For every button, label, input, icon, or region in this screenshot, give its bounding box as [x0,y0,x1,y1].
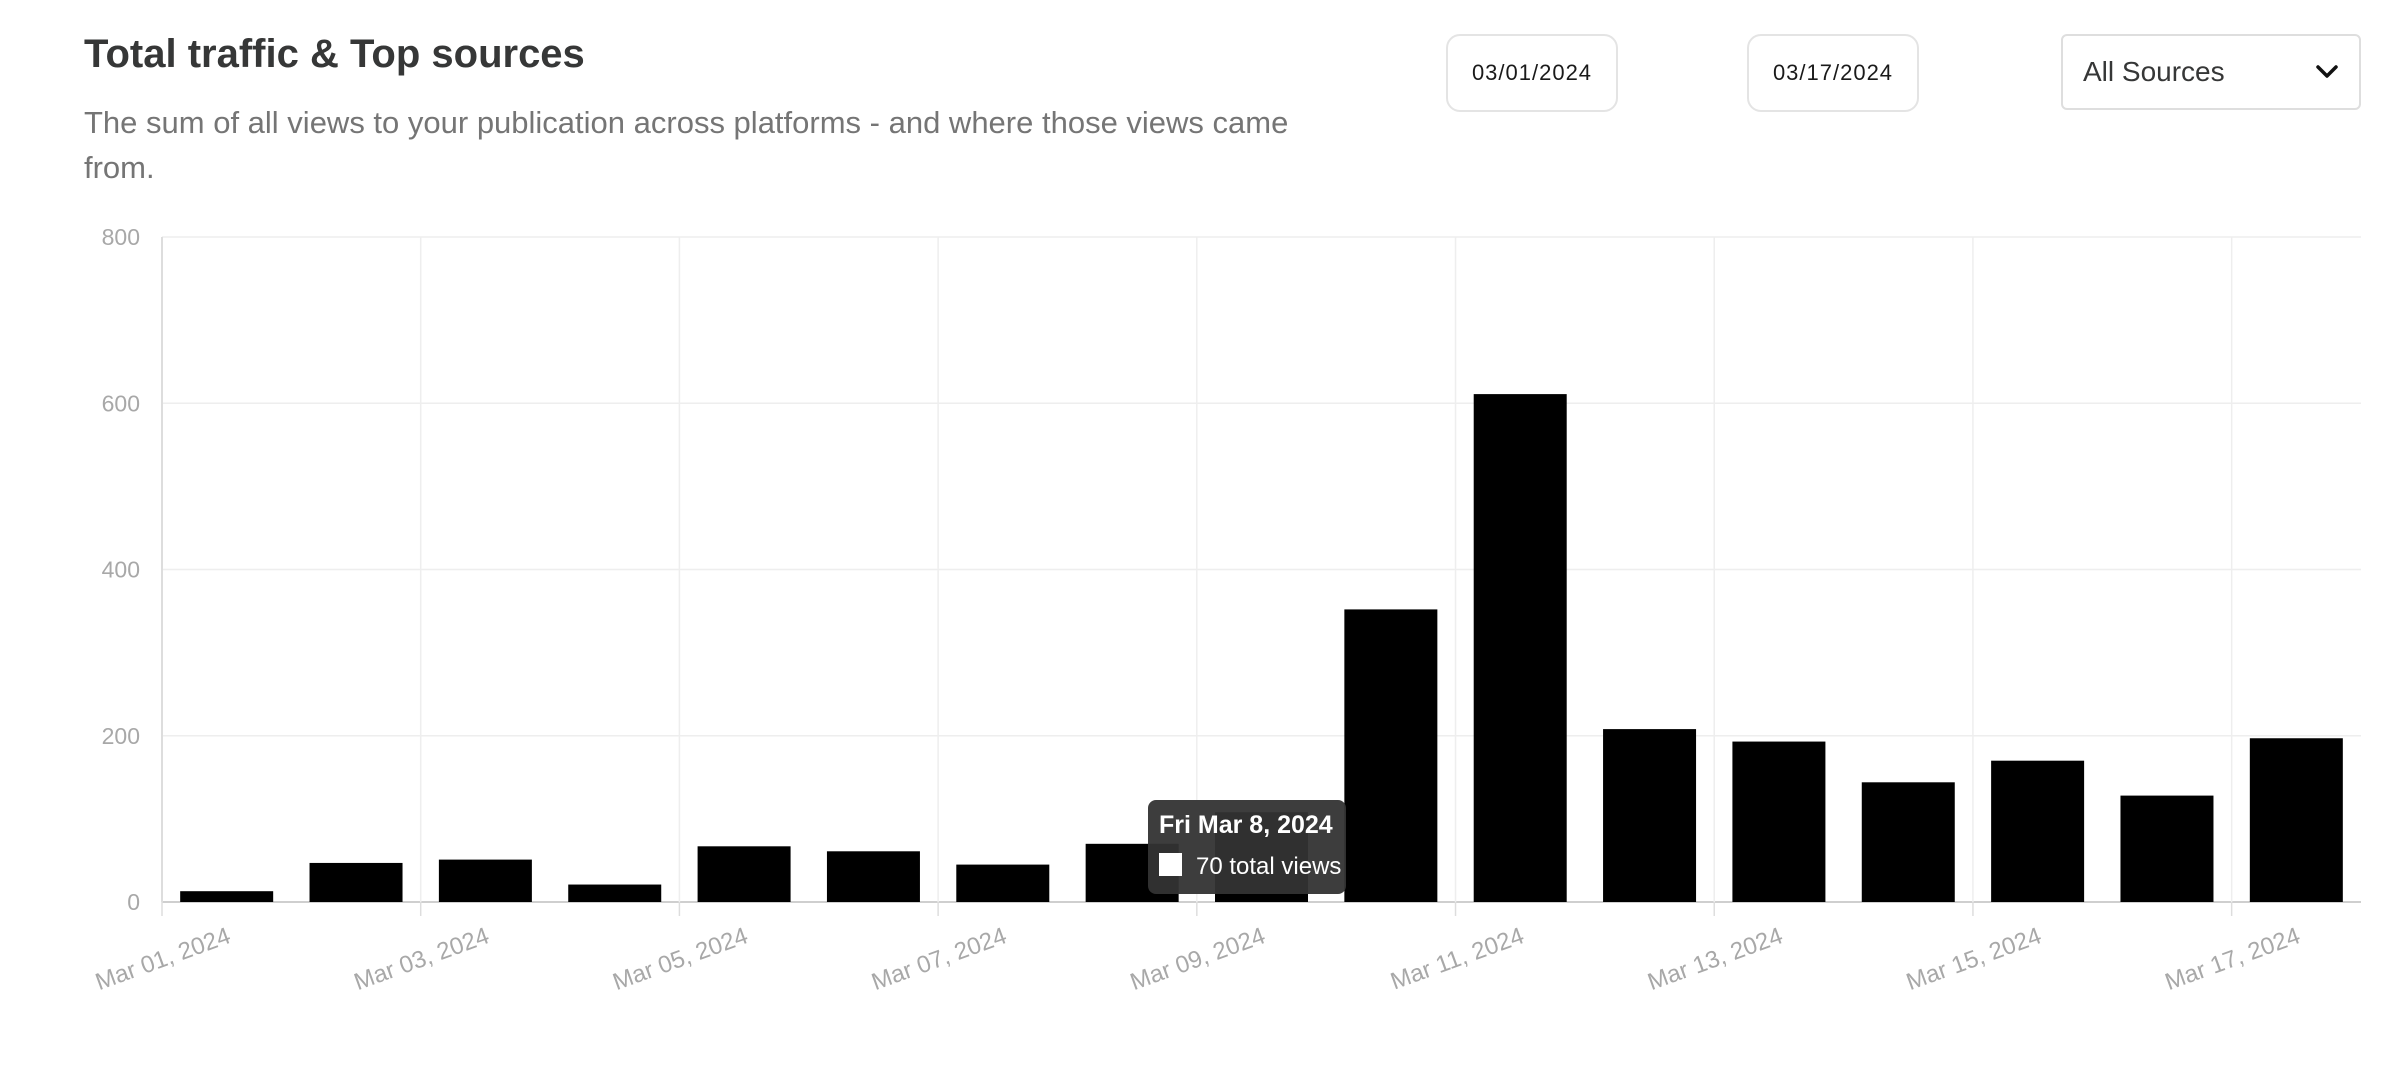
bar[interactable] [826,851,920,902]
x-tick-label: Mar 09, 2024 [1127,922,1269,996]
chevron-down-icon [2315,60,2339,84]
x-tick-label: Mar 05, 2024 [609,922,751,996]
y-tick-label: 0 [127,889,140,915]
x-tick-label: Mar 01, 2024 [92,922,234,996]
bar[interactable] [309,862,403,902]
bar[interactable] [1603,729,1697,902]
bar[interactable] [2249,738,2343,902]
tooltip-swatch [1159,853,1182,876]
bar[interactable] [180,891,274,902]
x-tick-label: Mar 17, 2024 [2162,922,2304,996]
x-tick-label: Mar 07, 2024 [868,922,1010,996]
y-tick-label: 800 [102,224,140,250]
y-tick-label: 600 [102,390,140,416]
bar[interactable] [1861,782,1955,902]
bar[interactable] [2120,795,2214,902]
bar[interactable] [568,884,662,902]
tooltip-background [1148,800,1346,894]
bar[interactable] [956,864,1050,902]
x-axis: Mar 01, 2024 Mar 03, 2024 Mar 05, 2024 Mar … [92,922,2304,996]
y-tick-label: 400 [102,557,140,583]
y-tick-label: 200 [102,723,140,749]
bar[interactable] [1732,741,1826,902]
x-tick-label: Mar 13, 2024 [1644,922,1786,996]
bar[interactable] [697,846,791,902]
y-axis: 0 200 400 600 800 [102,224,140,915]
x-tick-label: Mar 15, 2024 [1903,922,2045,996]
tooltip-date: Fri Mar 8, 2024 [1159,811,1333,839]
bar[interactable] [1473,394,1567,902]
chart-subtitle: The sum of all views to your publication… [84,105,1289,185]
bar[interactable] [1344,609,1438,902]
start-date-input[interactable]: 03/01/2024 [1446,34,1618,112]
source-select[interactable]: All Sources [2061,34,2361,110]
end-date-input[interactable]: 03/17/2024 [1747,34,1919,112]
x-tick-label: Mar 11, 2024 [1387,922,1527,995]
tooltip: Fri Mar 8, 2024 70 total views [1148,800,1346,894]
chart-title: Total traffic & Top sources [84,32,585,76]
bar[interactable] [1991,760,2085,902]
tooltip-value: 70 total views [1196,853,1341,880]
x-tick-label: Mar 03, 2024 [351,922,493,996]
source-select-value: All Sources [2083,56,2225,87]
bar[interactable] [438,859,532,902]
